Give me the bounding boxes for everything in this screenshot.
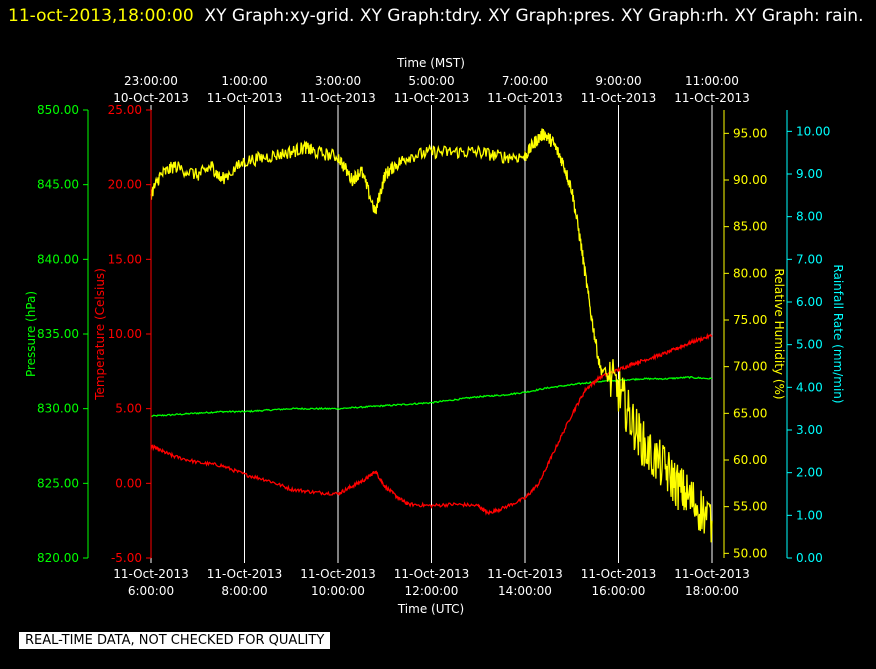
x-bottom-tick-date: 11-Oct-2013 (487, 567, 563, 581)
pressure-axis-tick-label: 830.00 (37, 402, 79, 416)
x-bottom-tick-date: 11-Oct-2013 (113, 567, 189, 581)
x-top-tick-date: 11-Oct-2013 (674, 91, 750, 105)
humidity-axis-tick-label: 85.00 (733, 220, 767, 234)
rainfall-axis-tick-label: 1.00 (796, 508, 823, 522)
x-bottom-tick-time: 12:00:00 (405, 584, 459, 598)
rainfall-axis-tick-label: 8.00 (796, 210, 823, 224)
rainfall-axis-tick-label: 9.00 (796, 167, 823, 181)
humidity-axis-tick-label: 75.00 (733, 313, 767, 327)
pressure-axis-tick-label: 845.00 (37, 178, 79, 192)
x-top-tick-date: 10-Oct-2013 (113, 91, 189, 105)
humidity-axis-tick-label: 55.00 (733, 500, 767, 514)
humidity-axis-tick-label: 80.00 (733, 266, 767, 280)
pressure-axis-title: Pressure (hPa) (24, 291, 38, 377)
series-line-temperature (150, 332, 713, 516)
grid (244, 110, 619, 558)
x-bottom-tick-time: 18:00:00 (685, 584, 739, 598)
x-bottom-tick-date: 11-Oct-2013 (300, 567, 376, 581)
x-top-tick-time: 11:00:00 (685, 74, 739, 88)
rainfall-axis-title: Rainfall Rate (mm/min) (831, 264, 845, 403)
x-bottom-tick-time: 6:00:00 (128, 584, 174, 598)
humidity-axis-tick-label: 50.00 (733, 546, 767, 560)
x-top-tick-time: 9:00:00 (595, 74, 641, 88)
pressure-axis-tick-label: 820.00 (37, 551, 79, 565)
x-top-tick-date: 11-Oct-2013 (581, 91, 657, 105)
rainfall-axis-tick-label: 6.00 (796, 295, 823, 309)
rainfall-axis-tick-label: 4.00 (796, 380, 823, 394)
x-bottom-axis-title: Time (UTC) (397, 602, 464, 616)
pressure-axis-tick-label: 825.00 (37, 476, 79, 490)
temperature-axis-tick-label: 0.00 (115, 476, 142, 490)
rainfall-axis-tick-label: 7.00 (796, 252, 823, 266)
x-bottom-tick-date: 11-Oct-2013 (207, 567, 283, 581)
temperature-axis-tick-label: 15.00 (108, 252, 142, 266)
humidity-axis-tick-label: 90.00 (733, 173, 767, 187)
axes: 11-Oct-2013 6:00:00 11-Oct-2013 8:00:00 11-O… (37, 74, 830, 598)
x-bottom-tick-time: 14:00:00 (498, 584, 552, 598)
series-humidity (150, 128, 713, 543)
humidity-axis-tick-label: 70.00 (733, 360, 767, 374)
rainfall-axis-tick-label: 5.00 (796, 338, 823, 352)
header-timestamp: 11-oct-2013,18:00:00 (8, 6, 194, 26)
x-bottom-tick-date: 11-Oct-2013 (581, 567, 657, 581)
x-top-tick-date: 11-Oct-2013 (487, 91, 563, 105)
header-title: 11-oct-2013,18:00:00 XY Graph:xy-grid. X… (8, 2, 868, 30)
rainfall-axis-tick-label: 2.00 (796, 466, 823, 480)
series-line-humidity (150, 128, 713, 543)
pressure-axis-tick-label: 835.00 (37, 327, 79, 341)
humidity-axis-tick-label: 60.00 (733, 453, 767, 467)
humidity-axis-tick-label: 65.00 (733, 406, 767, 420)
x-bottom-tick-time: 8:00:00 (221, 584, 267, 598)
temperature-axis-tick-label: -5.00 (111, 551, 142, 565)
rainfall-axis-tick-label: 0.00 (796, 551, 823, 565)
x-top-tick-date: 11-Oct-2013 (394, 91, 470, 105)
humidity-axis-title: Relative Humidity (%) (772, 268, 786, 399)
temperature-axis-tick-label: 25.00 (108, 103, 142, 117)
pressure-axis-tick-label: 850.00 (37, 103, 79, 117)
x-top-tick-date: 11-Oct-2013 (300, 91, 376, 105)
x-bottom-tick-time: 16:00:00 (592, 584, 646, 598)
series-pressure (150, 376, 713, 418)
x-top-tick-time: 23:00:00 (124, 74, 178, 88)
x-top-tick-time: 7:00:00 (502, 74, 548, 88)
header-graph-list: XY Graph:xy-grid. XY Graph:tdry. XY Grap… (204, 6, 864, 26)
humidity-axis-tick-label: 95.00 (733, 126, 767, 140)
rainfall-axis-tick-label: 3.00 (796, 423, 823, 437)
x-top-tick-date: 11-Oct-2013 (207, 91, 283, 105)
temperature-axis-tick-label: 10.00 (108, 327, 142, 341)
x-bottom-tick-date: 11-Oct-2013 (394, 567, 470, 581)
temperature-axis-title: Temperature (Celsius) (93, 268, 107, 401)
rainfall-axis-tick-label: 10.00 (796, 124, 830, 138)
x-top-tick-time: 1:00:00 (221, 74, 267, 88)
x-bottom-tick-time: 10:00:00 (311, 584, 365, 598)
x-top-axis-title: Time (MST) (396, 56, 465, 70)
x-top-tick-time: 5:00:00 (408, 74, 454, 88)
temperature-axis-tick-label: 5.00 (115, 402, 142, 416)
series-temperature (150, 332, 713, 516)
x-top-tick-time: 3:00:00 (315, 74, 361, 88)
series-line-pressure (150, 376, 713, 418)
pressure-axis-tick-label: 840.00 (37, 252, 79, 266)
temperature-axis-tick-label: 20.00 (108, 178, 142, 192)
x-bottom-tick-date: 11-Oct-2013 (674, 567, 750, 581)
quality-warning-banner: REAL-TIME DATA, NOT CHECKED FOR QUALITY (19, 632, 331, 649)
